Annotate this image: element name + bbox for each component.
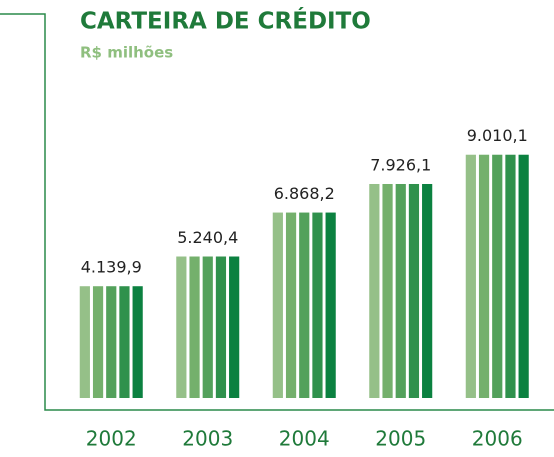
- bar-stripe: [369, 183, 380, 398]
- bar-stripe: [92, 286, 104, 398]
- x-tick-label: 2006: [472, 427, 523, 451]
- bar: [465, 154, 529, 398]
- x-tick-label: 2005: [375, 427, 426, 451]
- bar: [79, 286, 143, 398]
- frame: [0, 13, 554, 411]
- bar-stripe: [229, 256, 240, 398]
- bar-stripe: [299, 212, 310, 398]
- bar-stripe: [325, 212, 336, 398]
- bar-stripe: [312, 212, 323, 398]
- bar-stripe: [465, 154, 476, 398]
- bar-stripe: [79, 286, 90, 398]
- bar-stripe: [119, 286, 130, 398]
- bar-stripe: [395, 183, 406, 398]
- chart-subtitle: R$ milhões: [80, 44, 173, 62]
- bar-stripe: [132, 286, 143, 398]
- bar-stripe: [215, 256, 227, 398]
- bar-stripe: [422, 183, 433, 398]
- value-label: 6.868,2: [274, 184, 335, 203]
- bar-stripe: [518, 154, 529, 398]
- bar: [176, 256, 240, 398]
- bar-stripe: [106, 286, 117, 398]
- bar-stripe: [176, 256, 187, 398]
- value-label: 9.010,1: [467, 126, 528, 145]
- bar-stripe: [189, 256, 200, 398]
- x-tick-label: 2002: [86, 427, 137, 451]
- value-label: 7.926,1: [370, 155, 431, 174]
- bar: [369, 183, 433, 398]
- chart-title: CARTEIRA DE CRÉDITO: [80, 7, 371, 35]
- bar-stripe: [272, 212, 283, 398]
- bar-stripe: [408, 183, 420, 398]
- bar: [272, 212, 336, 398]
- bar-stripe: [285, 212, 297, 398]
- bar-stripe: [382, 183, 393, 398]
- bar-stripe: [492, 154, 503, 398]
- bar-stripe: [478, 154, 490, 398]
- x-tick-label: 2004: [279, 427, 330, 451]
- bar-stripe: [505, 154, 516, 398]
- value-label: 5.240,4: [177, 228, 238, 247]
- bar-stripe: [202, 256, 213, 398]
- value-label: 4.139,9: [81, 258, 142, 277]
- x-tick-label: 2003: [182, 427, 233, 451]
